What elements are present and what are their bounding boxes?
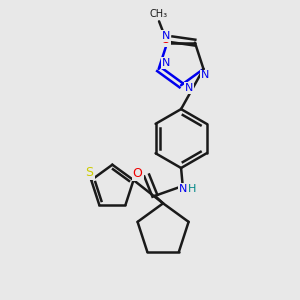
Text: N: N xyxy=(201,70,209,80)
Text: S: S xyxy=(85,167,94,179)
Text: N: N xyxy=(185,83,194,93)
Text: N: N xyxy=(162,58,170,68)
Text: N: N xyxy=(178,184,187,194)
Text: O: O xyxy=(133,167,142,180)
Text: H: H xyxy=(188,184,197,194)
Text: N: N xyxy=(161,31,170,41)
Text: O: O xyxy=(160,33,170,46)
Text: CH₃: CH₃ xyxy=(150,9,168,19)
